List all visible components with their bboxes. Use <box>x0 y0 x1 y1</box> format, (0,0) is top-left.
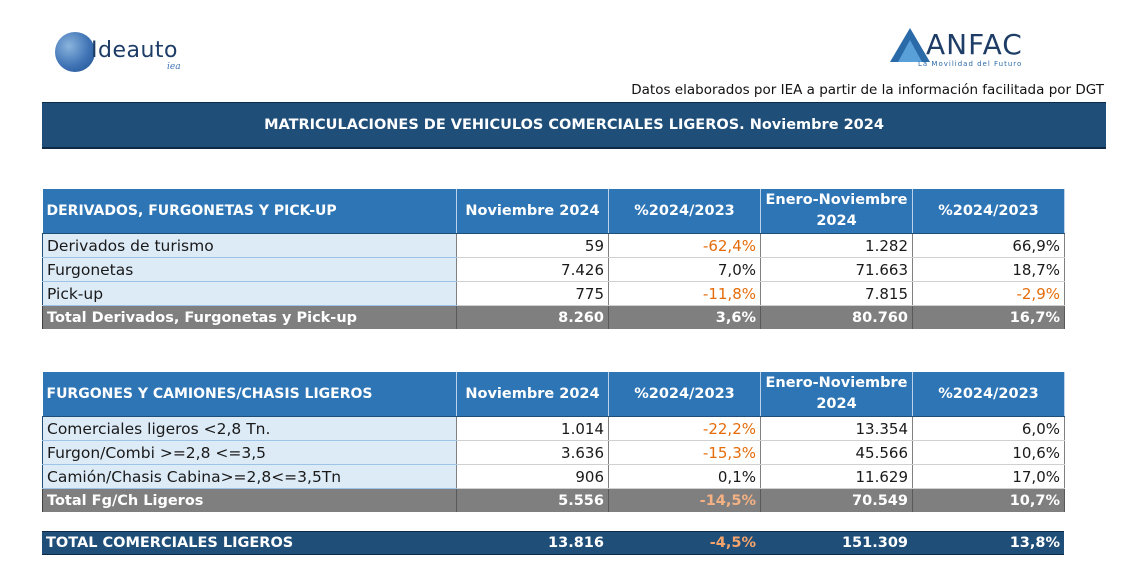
anfac-mark-inner-icon <box>898 40 922 62</box>
header-ytd: Enero-Noviembre 2024 <box>760 372 913 417</box>
cell-pct-ytd: -2,9% <box>912 281 1065 306</box>
grand-total-pct-month: -4,5% <box>608 531 760 555</box>
grand-total-month: 13.816 <box>456 531 608 555</box>
grand-total-ytd: 151.309 <box>760 531 912 555</box>
header-month: Noviembre 2024 <box>456 189 609 234</box>
table-header-row: DERIVADOS, FURGONETAS Y PICK-UP Noviembr… <box>42 189 1065 234</box>
anfac-logo-text: ANFAC <box>926 28 1023 61</box>
globe-icon <box>55 32 95 72</box>
cell-pct-month: 0,1% <box>608 464 761 489</box>
anfac-tagline: La Movilidad del Futuro <box>918 60 1023 68</box>
cell-month: 7.426 <box>456 257 609 282</box>
cell-pct-month: -11,8% <box>608 281 761 306</box>
ideauto-logo: Ideauto iea <box>55 30 215 74</box>
total-row: Total Fg/Ch Ligeros 5.556 -14,5% 70.549 … <box>42 488 1065 512</box>
cell-ytd: 71.663 <box>760 257 913 282</box>
cell-pct-ytd: 66,9% <box>912 233 1065 258</box>
table-row: Camión/Chasis Cabina>=2,8<=3,5Tn 906 0,1… <box>42 464 1065 489</box>
row-label: Comerciales ligeros <2,8 Tn. <box>42 416 457 441</box>
total-ytd: 70.549 <box>760 488 913 512</box>
cell-ytd: 1.282 <box>760 233 913 258</box>
anfac-logo: ANFAC La Movilidad del Futuro <box>888 26 1058 72</box>
cell-pct-ytd: 17,0% <box>912 464 1065 489</box>
grand-total-table: TOTAL COMERCIALES LIGEROS 13.816 -4,5% 1… <box>42 531 1064 555</box>
cell-ytd: 7.815 <box>760 281 913 306</box>
header-pct-ytd: %2024/2023 <box>912 372 1065 417</box>
cell-ytd: 45.566 <box>760 440 913 465</box>
header-pct-ytd: %2024/2023 <box>912 189 1065 234</box>
table-row: Pick-up 775 -11,8% 7.815 -2,9% <box>42 281 1065 306</box>
row-label: Furgonetas <box>42 257 457 282</box>
header-section-label: FURGONES Y CAMIONES/CHASIS LIGEROS <box>42 372 457 417</box>
cell-pct-month: -62,4% <box>608 233 761 258</box>
header-ytd: Enero-Noviembre 2024 <box>760 189 913 234</box>
table-row: Furgon/Combi >=2,8 <=3,5 3.636 -15,3% 45… <box>42 440 1065 465</box>
total-pct-ytd: 10,7% <box>912 488 1065 512</box>
ideauto-logo-text: Ideauto <box>91 38 178 63</box>
cell-pct-month: 7,0% <box>608 257 761 282</box>
table-row: Furgonetas 7.426 7,0% 71.663 18,7% <box>42 257 1065 282</box>
table-row: Comerciales ligeros <2,8 Tn. 1.014 -22,2… <box>42 416 1065 441</box>
cell-month: 59 <box>456 233 609 258</box>
report-title: MATRICULACIONES DE VEHICULOS COMERCIALES… <box>42 102 1106 149</box>
table-row: Derivados de turismo 59 -62,4% 1.282 66,… <box>42 233 1065 258</box>
row-label: Derivados de turismo <box>42 233 457 258</box>
header-month: Noviembre 2024 <box>456 372 609 417</box>
total-pct-ytd: 16,7% <box>912 305 1065 329</box>
grand-total-label: TOTAL COMERCIALES LIGEROS <box>42 531 456 555</box>
header-pct-month: %2024/2023 <box>608 189 761 234</box>
derivados-table: DERIVADOS, FURGONETAS Y PICK-UP Noviembr… <box>42 189 1065 329</box>
cell-pct-ytd: 18,7% <box>912 257 1065 282</box>
total-label: Total Derivados, Furgonetas y Pick-up <box>42 305 457 329</box>
row-label: Furgon/Combi >=2,8 <=3,5 <box>42 440 457 465</box>
header-section-label: DERIVADOS, FURGONETAS Y PICK-UP <box>42 189 457 234</box>
cell-ytd: 13.354 <box>760 416 913 441</box>
cell-month: 3.636 <box>456 440 609 465</box>
header-pct-month: %2024/2023 <box>608 372 761 417</box>
cell-month: 906 <box>456 464 609 489</box>
total-pct-month: -14,5% <box>608 488 761 512</box>
total-ytd: 80.760 <box>760 305 913 329</box>
iea-logo-subtext: iea <box>167 62 181 72</box>
grand-total-pct-ytd: 13,8% <box>912 531 1064 555</box>
cell-pct-month: -22,2% <box>608 416 761 441</box>
cell-pct-month: -15,3% <box>608 440 761 465</box>
total-month: 5.556 <box>456 488 609 512</box>
cell-pct-ytd: 6,0% <box>912 416 1065 441</box>
total-pct-month: 3,6% <box>608 305 761 329</box>
source-note: Datos elaborados por IEA a partir de la … <box>631 82 1104 98</box>
total-label: Total Fg/Ch Ligeros <box>42 488 457 512</box>
report-title-text: MATRICULACIONES DE VEHICULOS COMERCIALES… <box>264 117 884 133</box>
grand-total-row: TOTAL COMERCIALES LIGEROS 13.816 -4,5% 1… <box>42 531 1064 555</box>
furgones-table: FURGONES Y CAMIONES/CHASIS LIGEROS Novie… <box>42 372 1065 512</box>
row-label: Camión/Chasis Cabina>=2,8<=3,5Tn <box>42 464 457 489</box>
total-row: Total Derivados, Furgonetas y Pick-up 8.… <box>42 305 1065 329</box>
cell-pct-ytd: 10,6% <box>912 440 1065 465</box>
cell-month: 1.014 <box>456 416 609 441</box>
row-label: Pick-up <box>42 281 457 306</box>
total-month: 8.260 <box>456 305 609 329</box>
cell-ytd: 11.629 <box>760 464 913 489</box>
table-header-row: FURGONES Y CAMIONES/CHASIS LIGEROS Novie… <box>42 372 1065 417</box>
cell-month: 775 <box>456 281 609 306</box>
